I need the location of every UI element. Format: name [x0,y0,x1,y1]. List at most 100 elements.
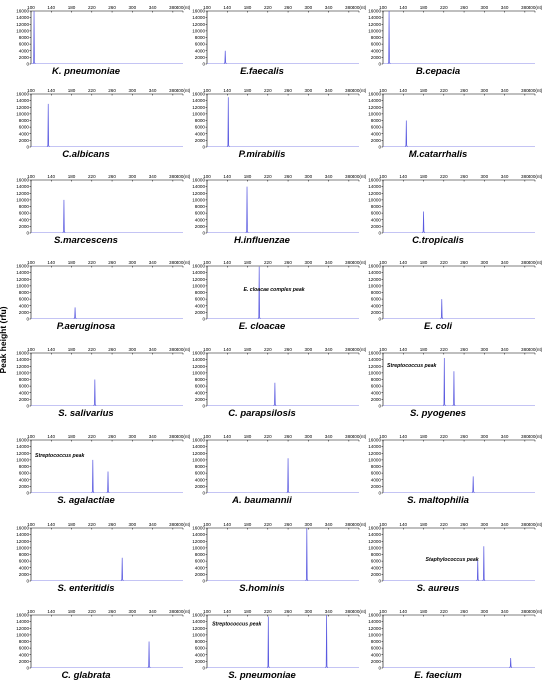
panel-s-agalactiae: 100 140 180 220 260 300 340 380 400(nt) 0 2000 4000… [16,434,191,506]
y-tick-label: 4000 [19,565,30,570]
x-tick-label: 260 [460,260,468,265]
x-tick-label: 340 [325,88,333,93]
y-tick-label: 10000 [368,28,381,33]
peak-annotation: Staphylococcus peak [426,557,480,563]
x-tick-label: 300 [480,347,488,352]
y-tick-label: 16000 [368,526,381,531]
y-tick-label: 10000 [192,632,205,637]
x-tick-label: 300 [128,434,136,439]
panel-s-aureus: 100 140 180 220 260 300 340 380 400(nt) 0 2000 4000… [368,522,543,594]
y-tick-label: 14000 [192,15,205,20]
y-tick-label: 6000 [195,125,206,130]
y-tick-label: 16000 [16,9,29,14]
panel-title: K. pneumoniae [52,66,121,77]
x-tick-label: 400(nt) [528,5,543,10]
panel-title: C.albicans [62,149,110,160]
y-tick-label: 0 [202,231,205,236]
y-tick-label: 14000 [16,15,29,20]
x-tick-label: 180 [68,434,76,439]
x-tick-label: 340 [501,174,509,179]
y-tick-label: 12000 [192,277,205,282]
x-tick-label: 180 [244,260,252,265]
x-tick-label: 260 [284,434,292,439]
y-tick-label: 0 [202,404,205,409]
x-tick-label: 180 [244,5,252,10]
y-tick-label: 2000 [195,484,206,489]
x-tick-label: 220 [440,174,448,179]
x-tick-label: 380 [345,88,353,93]
y-tick-label: 0 [202,666,205,671]
panel-title: S. maltophilia [407,495,469,506]
y-tick-label: 4000 [371,565,382,570]
x-tick-label: 380 [345,260,353,265]
y-tick-label: 14000 [192,444,205,449]
x-tick-label: 140 [399,609,407,614]
panel-e-faecalis: 100 140 180 220 260 300 340 380 400(nt) 0 2000 4000… [192,5,367,77]
x-tick-label: 380 [345,522,353,527]
y-tick-label: 4000 [371,477,382,482]
x-tick-label: 100 [379,434,387,439]
x-tick-label: 140 [47,434,55,439]
x-tick-label: 260 [284,522,292,527]
peak-1 [32,10,36,64]
peak-1 [62,199,66,233]
x-tick-label: 300 [128,5,136,10]
y-tick-label: 6000 [371,384,382,389]
y-tick-label: 6000 [371,559,382,564]
x-tick-label: 260 [108,347,116,352]
y-tick-label: 16000 [16,526,29,531]
x-tick-label: 340 [149,347,157,352]
y-tick-label: 4000 [195,303,206,308]
x-tick-label: 180 [68,174,76,179]
y-tick-label: 0 [26,62,29,67]
x-tick-label: 340 [501,522,509,527]
x-tick-label: 300 [304,260,312,265]
x-tick-label: 340 [501,609,509,614]
x-tick-label: 340 [325,5,333,10]
y-tick-label: 12000 [192,22,205,27]
panel-title: P.aeruginosa [57,321,115,332]
y-tick-label: 0 [26,404,29,409]
panel-title: E. faecium [414,670,462,681]
x-tick-label: 380 [521,434,529,439]
peak-1 [273,382,277,406]
x-tick-label: 180 [420,260,428,265]
y-tick-label: 8000 [195,464,206,469]
y-tick-label: 4000 [371,217,382,222]
x-tick-label: 380 [169,347,177,352]
x-tick-label: 400(nt) [352,522,367,527]
x-tick-label: 220 [440,5,448,10]
x-tick-label: 260 [284,174,292,179]
peak-1 [305,527,309,581]
y-tick-label: 14000 [16,444,29,449]
y-tick-label: 8000 [195,639,206,644]
x-tick-label: 220 [88,174,96,179]
x-tick-label: 180 [420,522,428,527]
x-tick-label: 340 [501,260,509,265]
panel-s-pyogenes: 100 140 180 220 260 300 340 380 400(nt) 0 2000 4000… [368,347,543,419]
y-tick-label: 2000 [195,659,206,664]
x-tick-label: 100 [379,522,387,527]
y-tick-label: 4000 [195,390,206,395]
y-tick-label: 8000 [19,118,30,123]
x-tick-label: 100 [27,174,35,179]
x-tick-label: 380 [345,174,353,179]
x-tick-label: 140 [223,609,231,614]
y-tick-label: 8000 [371,290,382,295]
x-tick-label: 300 [128,174,136,179]
x-tick-label: 260 [108,174,116,179]
x-tick-label: 340 [501,88,509,93]
x-tick-label: 260 [108,88,116,93]
x-tick-label: 400(nt) [176,347,191,352]
x-tick-label: 220 [88,347,96,352]
x-tick-label: 380 [521,88,529,93]
x-tick-label: 340 [149,260,157,265]
y-axis-label: Peak height (rfu) [0,306,8,373]
y-tick-label: 10000 [368,632,381,637]
y-tick-label: 6000 [19,646,30,651]
y-tick-label: 0 [378,317,381,322]
y-tick-label: 0 [378,231,381,236]
x-tick-label: 140 [47,347,55,352]
x-tick-label: 220 [264,174,272,179]
y-tick-label: 14000 [16,270,29,275]
